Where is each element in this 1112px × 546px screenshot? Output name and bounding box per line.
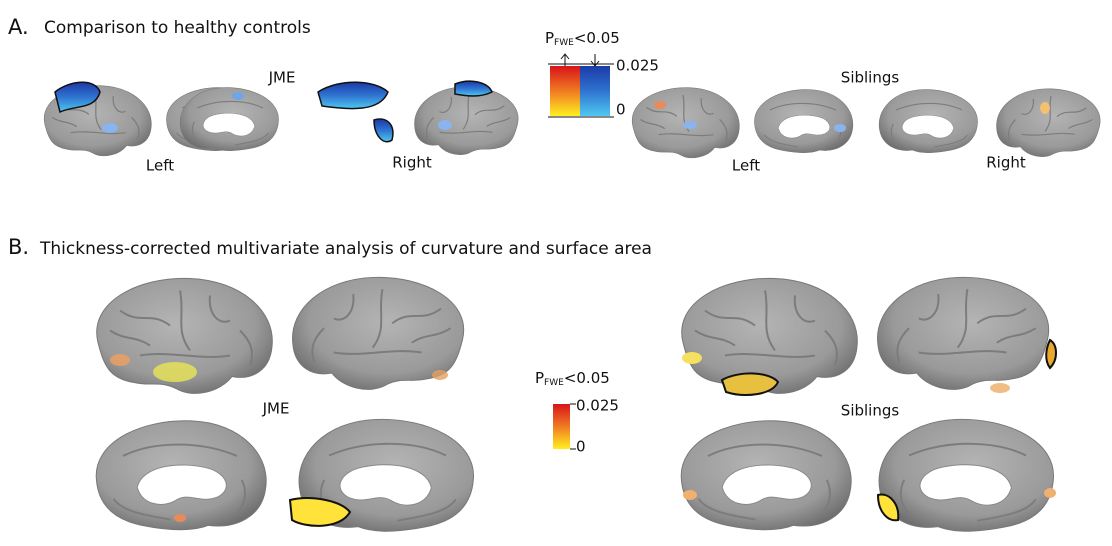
p: P <box>545 29 554 47</box>
group-name: JME <box>262 400 290 418</box>
group-name: JME <box>268 69 296 87</box>
colorbar-title: PFWE<0.05 <box>545 29 620 48</box>
brains-a-siblings <box>631 87 1101 159</box>
hemisphere-label: Right <box>392 154 432 172</box>
threshold: <0.05 <box>564 369 610 387</box>
colorbar-tick: 0.025 <box>576 397 619 415</box>
brains-a-jme <box>43 80 519 157</box>
group-name: Siblings <box>841 69 900 87</box>
panel-label: B. <box>8 235 29 259</box>
group-name: Siblings <box>841 402 900 420</box>
subscript: FWE <box>544 378 564 388</box>
p: P <box>535 369 544 387</box>
brains-b-jme <box>95 276 475 533</box>
colorbar-tick: 0 <box>616 101 626 119</box>
panel-title: Comparison to healthy controls <box>44 18 311 38</box>
panel-title: Thickness-corrected multivariate analysi… <box>39 239 652 259</box>
colorbar-b: PFWE<0.05 0.025 0 <box>535 369 619 456</box>
hemisphere-label: Left <box>146 157 174 175</box>
colorbar-tick: 0.025 <box>616 57 659 75</box>
panel-label: A. <box>8 15 29 39</box>
brains-b-siblings <box>680 276 1057 533</box>
colorbar-a: PFWE<0.05 0.025 0 <box>545 29 659 119</box>
hemisphere-label: Left <box>732 157 760 175</box>
hemisphere-label: Right <box>986 154 1026 172</box>
colorbar-tick: 0 <box>576 438 586 456</box>
colorbar-title: PFWE<0.05 <box>535 369 610 388</box>
subscript: FWE <box>554 38 574 48</box>
threshold: <0.05 <box>574 29 620 47</box>
